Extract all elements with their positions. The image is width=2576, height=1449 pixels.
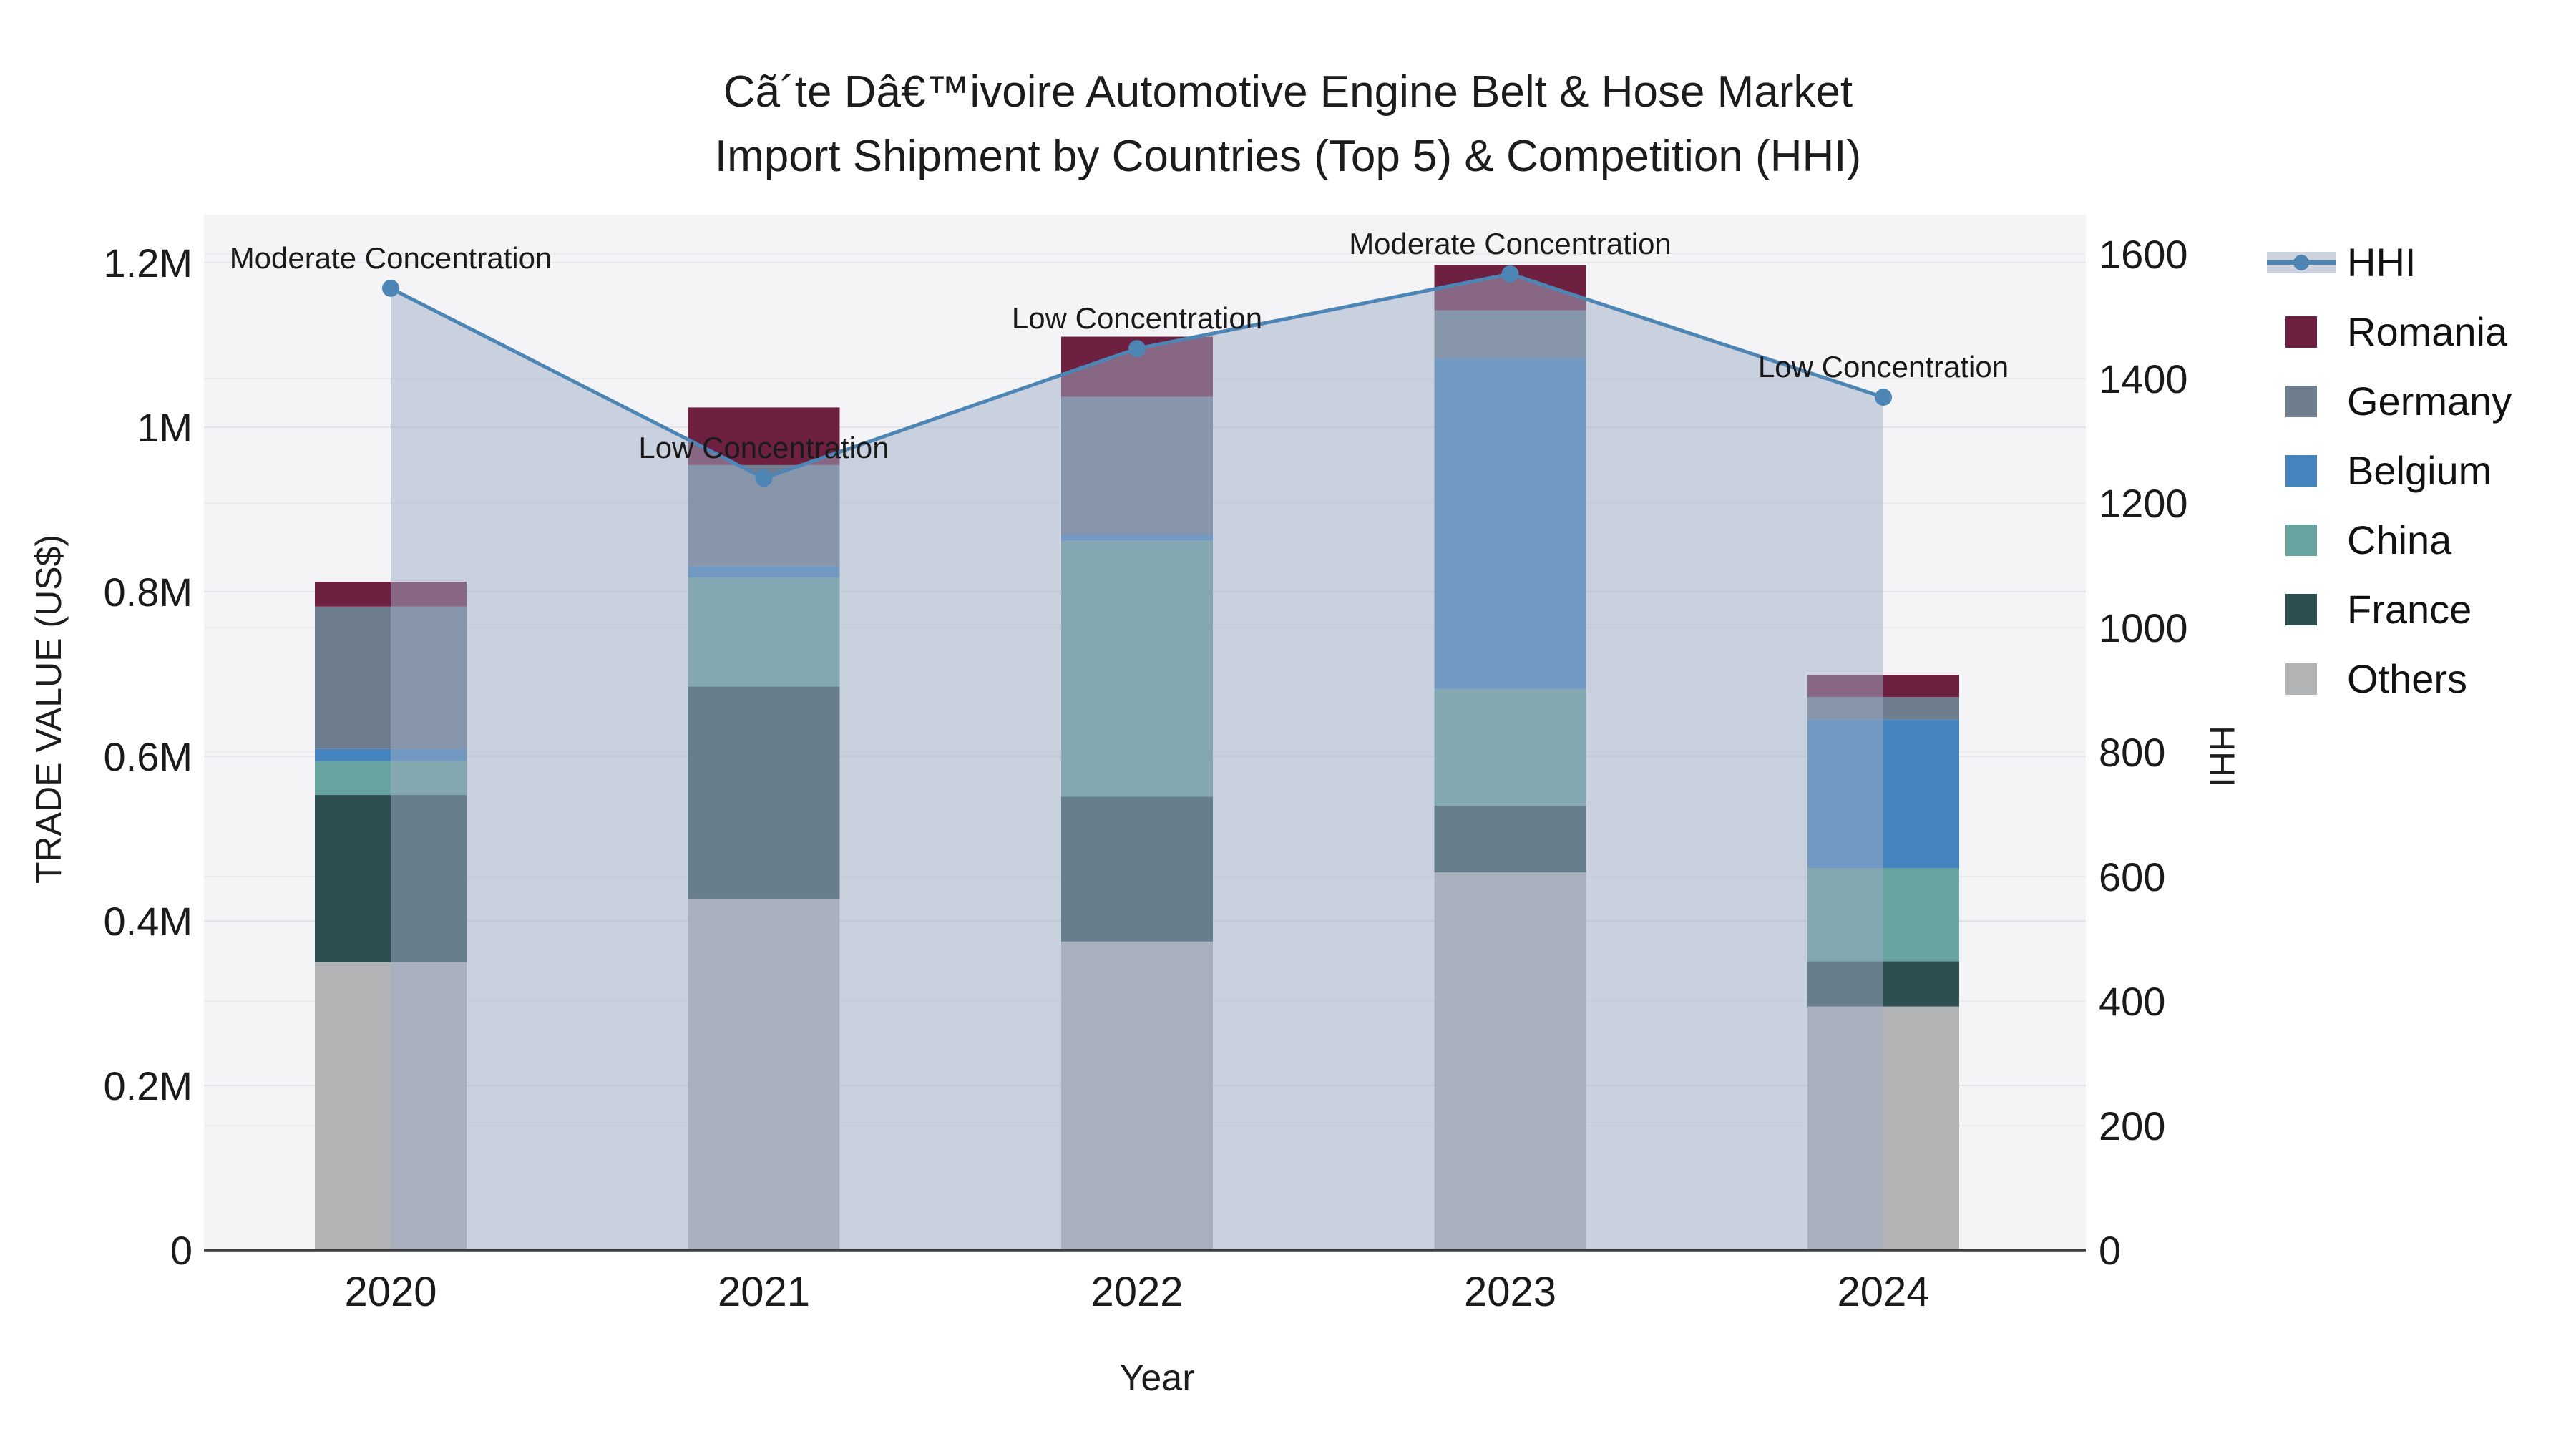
x-tick-label-2021: 2021 bbox=[718, 1269, 810, 1315]
legend-item-others[interactable]: Others bbox=[2267, 644, 2512, 713]
y-left-tick-label: 0.4M bbox=[104, 899, 193, 944]
y-right-tick-label: 1200 bbox=[2099, 481, 2188, 526]
x-tick-label-2023: 2023 bbox=[1464, 1269, 1556, 1315]
y-left-tick-label: 1.2M bbox=[104, 240, 193, 286]
y-right-tick-label: 400 bbox=[2099, 979, 2165, 1024]
chart-title-line1: Cã´te Dâ€™ivoire Automotive Engine Belt … bbox=[723, 67, 1853, 117]
legend-item-hhi[interactable]: HHI bbox=[2267, 228, 2512, 297]
legend-label: Belgium bbox=[2347, 448, 2492, 493]
hhi-line-swatch-icon bbox=[2267, 245, 2336, 280]
legend-swatch-icon bbox=[2267, 454, 2336, 488]
legend-label: France bbox=[2347, 587, 2472, 632]
hhi-annotation-2021: Low Concentration bbox=[638, 431, 889, 464]
hhi-marker-2022[interactable] bbox=[1128, 340, 1146, 358]
hhi-marker-2021[interactable] bbox=[755, 469, 773, 487]
color-swatch-germany bbox=[2285, 385, 2317, 417]
y-left-tick-label: 0.6M bbox=[104, 734, 193, 779]
color-swatch-france bbox=[2285, 593, 2317, 625]
y-axis-right-title: HHI bbox=[2202, 725, 2242, 788]
hhi-annotation-2024: Low Concentration bbox=[1758, 350, 2009, 384]
legend-item-china[interactable]: China bbox=[2267, 505, 2512, 575]
color-swatch-others bbox=[2285, 663, 2317, 695]
y-right-tick-label: 600 bbox=[2099, 854, 2165, 899]
color-swatch-belgium bbox=[2285, 454, 2317, 487]
hhi-area-fill bbox=[391, 273, 1883, 1251]
y-left-tick-label: 0.8M bbox=[104, 570, 193, 615]
y-left-tick-label: 0 bbox=[170, 1228, 192, 1273]
hhi-marker-glyph bbox=[2293, 254, 2309, 270]
hhi-annotation-2023: Moderate Concentration bbox=[1349, 227, 1672, 260]
chart-title: Cã´te Dâ€™ivoire Automotive Engine Belt … bbox=[0, 60, 2576, 189]
y-right-tick-label: 800 bbox=[2099, 730, 2165, 775]
legend-label: Others bbox=[2347, 656, 2468, 701]
legend: HHI Romania Germany Belgium China France Other… bbox=[2267, 228, 2512, 713]
legend-swatch-icon bbox=[2267, 662, 2336, 696]
legend-swatch-icon bbox=[2267, 315, 2336, 349]
y-left-tick-label: 0.2M bbox=[104, 1063, 193, 1108]
x-tick-label-2024: 2024 bbox=[1837, 1269, 1929, 1315]
legend-label: China bbox=[2347, 517, 2452, 562]
legend-label: Germany bbox=[2347, 379, 2512, 424]
hhi-annotation-2020: Moderate Concentration bbox=[230, 241, 552, 275]
legend-swatch-icon bbox=[2267, 523, 2336, 557]
y-axis-left-title: TRADE VALUE (US$) bbox=[29, 534, 69, 884]
legend-item-romania[interactable]: Romania bbox=[2267, 297, 2512, 366]
color-swatch-china bbox=[2285, 524, 2317, 556]
legend-item-france[interactable]: France bbox=[2267, 575, 2512, 644]
legend-label: Romania bbox=[2347, 309, 2508, 354]
color-swatch-romania bbox=[2285, 316, 2317, 348]
y-right-tick-label: 1400 bbox=[2099, 356, 2188, 401]
y-right-tick-label: 1600 bbox=[2099, 232, 2188, 277]
legend-swatch-icon bbox=[2267, 592, 2336, 627]
legend-item-germany[interactable]: Germany bbox=[2267, 366, 2512, 436]
hhi-marker-2020[interactable] bbox=[382, 279, 399, 297]
hhi-marker-2023[interactable] bbox=[1501, 265, 1519, 283]
legend-swatch-icon bbox=[2267, 384, 2336, 419]
y-right-tick-label: 0 bbox=[2099, 1228, 2121, 1273]
hhi-annotation-2022: Low Concentration bbox=[1012, 301, 1262, 335]
chart-title-line2: Import Shipment by Countries (Top 5) & C… bbox=[714, 132, 1862, 181]
x-tick-label-2020: 2020 bbox=[344, 1269, 436, 1315]
x-tick-label-2022: 2022 bbox=[1091, 1269, 1183, 1315]
legend-item-belgium[interactable]: Belgium bbox=[2267, 436, 2512, 505]
x-axis-title: Year bbox=[1119, 1357, 1195, 1399]
y-left-tick-label: 1M bbox=[137, 405, 192, 450]
y-right-tick-label: 1000 bbox=[2099, 605, 2188, 650]
legend-label: HHI bbox=[2347, 240, 2416, 285]
hhi-marker-2024[interactable] bbox=[1875, 389, 1892, 406]
y-right-tick-label: 200 bbox=[2099, 1103, 2165, 1148]
